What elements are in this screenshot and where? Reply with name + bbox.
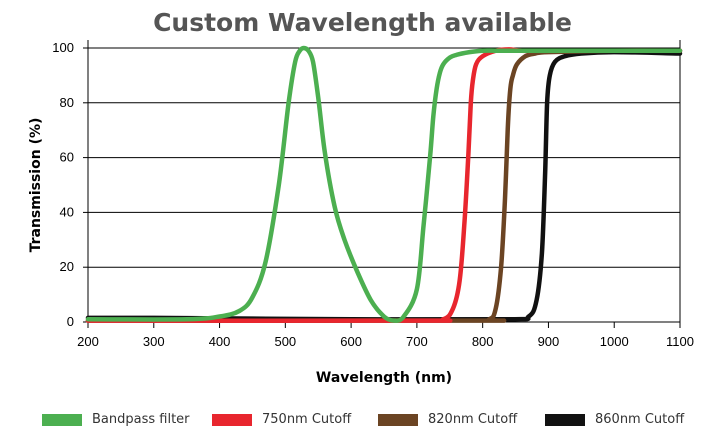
x-tick-label: 600 (340, 334, 362, 349)
x-tick-label: 800 (472, 334, 494, 349)
chart-title: Custom Wavelength available (153, 8, 572, 37)
x-tick-label: 1100 (666, 334, 694, 349)
legend-label: 750nm Cutoff (262, 412, 352, 427)
series-line-0 (85, 45, 683, 323)
y-tick-label: 80 (60, 95, 74, 110)
y-tick-label: 40 (60, 204, 74, 219)
axes (83, 40, 681, 328)
legend-swatch (378, 413, 418, 426)
grid-lines (88, 47, 680, 323)
x-tick-label: 1000 (600, 334, 629, 349)
legend-swatch (545, 413, 585, 426)
series-lines (85, 45, 683, 323)
legend-label: 820nm Cutoff (428, 412, 518, 427)
y-axis-label: Transmission (%) (28, 118, 44, 253)
x-axis-label: Wavelength (nm) (316, 370, 452, 386)
x-tick-label: 200 (77, 334, 99, 349)
legend-item-bandpass: Bandpass filter (42, 412, 190, 427)
legend-swatch (42, 413, 82, 426)
series-line-3 (85, 49, 683, 322)
series-line-1 (85, 47, 683, 323)
x-tick-label: 900 (538, 334, 560, 349)
series-line-2 (85, 48, 683, 323)
legend-item-750nm: 750nm Cutoff (212, 412, 351, 427)
x-tick-label: 400 (209, 334, 231, 349)
x-tick-label: 500 (274, 334, 296, 349)
legend-label: Bandpass filter (92, 412, 190, 427)
legend-label: 860nm Cutoff (595, 412, 685, 427)
y-tick-label: 20 (60, 259, 74, 274)
y-tick-label: 0 (67, 314, 74, 329)
legend-swatch (212, 413, 252, 426)
tick-labels: 0 20 40 60 80 100 200 300 400 500 600 700 800 900 1000… (52, 40, 694, 349)
y-tick-label: 100 (52, 40, 74, 55)
y-tick-label: 60 (60, 150, 74, 165)
x-tick-label: 300 (143, 334, 165, 349)
legend-item-820nm: 820nm Cutoff (378, 412, 517, 427)
x-tick-label: 700 (406, 334, 428, 349)
legend-item-860nm: 860nm Cutoff (545, 412, 684, 427)
